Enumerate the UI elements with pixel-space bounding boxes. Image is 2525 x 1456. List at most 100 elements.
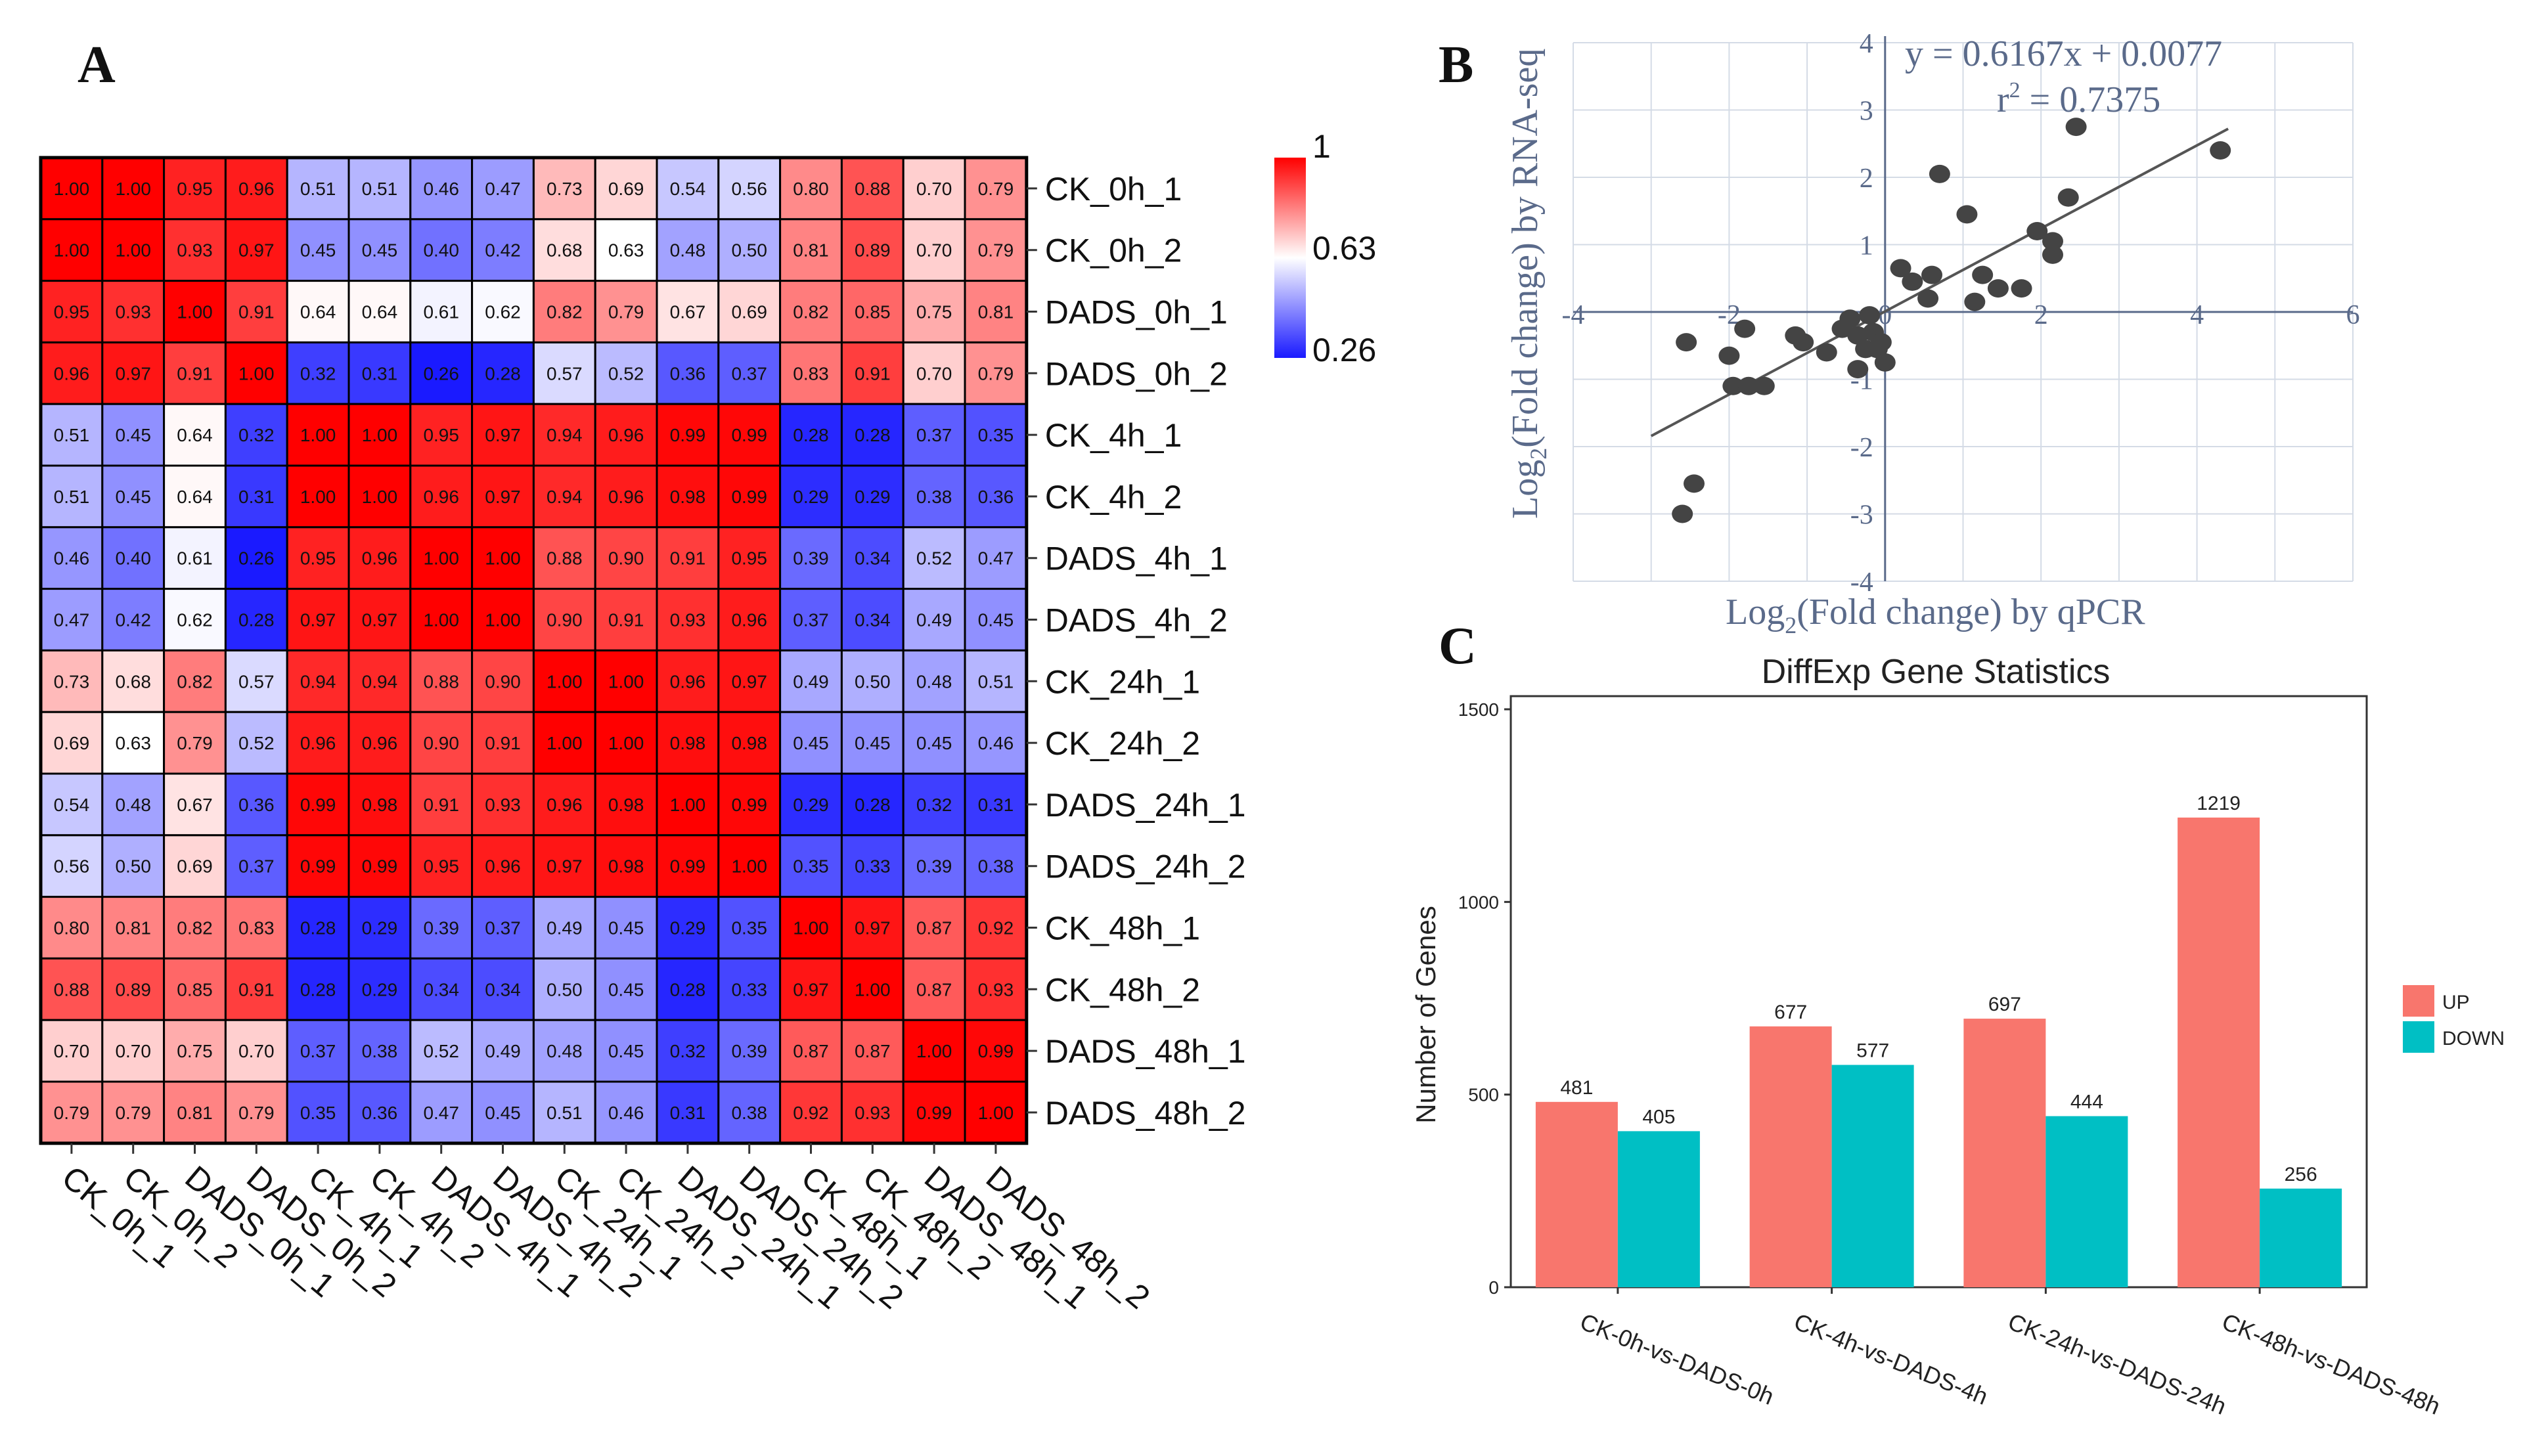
heatmap-cell-value: 0.99 [916, 1103, 952, 1123]
heatmap-cell [101, 896, 166, 960]
heatmap-cell [163, 649, 227, 713]
heatmap-cell-value: 0.87 [916, 918, 952, 938]
heatmap-cell [409, 526, 474, 590]
heatmap-cell [347, 1019, 412, 1083]
heatmap-cell-value: 0.48 [115, 795, 151, 815]
heatmap-cell-value: 0.88 [547, 548, 583, 569]
heatmap-cell-value: 0.48 [670, 240, 706, 261]
heatmap-cell-value: 1.00 [115, 179, 151, 199]
bar-y-tick: 1500 [1458, 699, 1499, 720]
bar-up [1535, 1101, 1618, 1287]
heatmap-cell-value: 0.64 [300, 302, 336, 322]
heatmap-cell-value: 0.33 [731, 979, 767, 1000]
heatmap-cell-value: 0.89 [115, 979, 151, 1000]
scatter-point [1734, 319, 1756, 338]
heatmap-cell-value: 0.42 [485, 240, 521, 261]
scatter-y-tick: 1 [1860, 231, 1873, 261]
heatmap-cell-value: 0.79 [978, 363, 1014, 384]
heatmap-cell-value: 0.50 [547, 979, 583, 1000]
heatmap-cell [163, 957, 227, 1021]
bar-value-label: 677 [1774, 1002, 1807, 1023]
heatmap-row-labels: CK_0h_1 CK_0h_2 DADS_0h_1 DADS_0h_2 CK_4h_1 C… [1026, 171, 1246, 1132]
heatmap-cell [840, 896, 905, 960]
heatmap-cell-value: 1.00 [300, 487, 336, 507]
heatmap-cell-value: 0.79 [177, 733, 213, 753]
heatmap-cell-value: 0.50 [855, 671, 891, 692]
bar-down [2260, 1188, 2342, 1287]
heatmap-cell [347, 218, 412, 282]
heatmap-cell-value: 0.34 [855, 548, 891, 569]
heatmap-cell [39, 711, 104, 775]
heatmap-cell-value: 0.45 [793, 733, 829, 753]
heatmap-cell-value: 0.97 [485, 487, 521, 507]
heatmap-cell-value: 0.96 [608, 425, 644, 445]
heatmap-cell-value: 1.00 [608, 671, 644, 692]
heatmap-cell [224, 649, 288, 713]
scatter-y-tick: 2 [1860, 164, 1873, 194]
heatmap-cell [347, 341, 412, 405]
heatmap-cell [163, 1019, 227, 1083]
heatmap-cell-value: 0.52 [608, 363, 644, 384]
heatmap-cell [286, 896, 350, 960]
heatmap-cell-value: 0.73 [547, 179, 583, 199]
scatter-point [1964, 292, 1986, 311]
heatmap-cell [101, 341, 166, 405]
heatmap-cell [964, 588, 1028, 651]
bar-category-label: CK-24h-vs-DADS-24h [2004, 1308, 2230, 1420]
heatmap-cell-value: 0.51 [362, 179, 398, 199]
bar-value-label: 256 [2285, 1164, 2317, 1185]
heatmap-cell-value: 1.00 [731, 856, 767, 877]
heatmap-cell-value: 0.54 [670, 179, 706, 199]
heatmap-cell-value: 0.38 [731, 1103, 767, 1123]
heatmap-cell [39, 649, 104, 713]
heatmap-cell [902, 1019, 966, 1083]
bar-up [2178, 817, 2260, 1287]
scatter-point [1722, 376, 1744, 395]
heatmap-cell-value: 0.75 [916, 302, 952, 322]
heatmap-cell-value: 0.92 [793, 1103, 829, 1123]
heatmap-cell-value: 0.79 [115, 1103, 151, 1123]
heatmap-cell-value: 1.00 [916, 1041, 952, 1061]
heatmap-cell [471, 1019, 535, 1083]
heatmap-cell-value: 0.32 [238, 425, 275, 445]
heatmap-cell-value: 0.39 [916, 856, 952, 877]
heatmap-cell-value: 0.99 [670, 425, 706, 445]
bar-value-label: 577 [1856, 1040, 1889, 1061]
heatmap-cell [163, 341, 227, 405]
heatmap-cell-value: 0.90 [608, 548, 644, 569]
heatmap-cell-value: 0.67 [177, 795, 213, 815]
heatmap-cell [163, 403, 227, 467]
scatter-point [2042, 245, 2064, 264]
scatter-point [1929, 164, 1950, 183]
heatmap-cell-value: 0.98 [608, 795, 644, 815]
heatmap-cell [163, 218, 227, 282]
heatmap-cell [101, 957, 166, 1021]
heatmap-cell-value: 0.63 [608, 240, 644, 261]
scatter-y-tick: 4 [1860, 29, 1873, 59]
heatmap-cell [594, 896, 658, 960]
heatmap-cell [717, 526, 782, 590]
bar-value-label: 444 [2070, 1092, 2103, 1113]
heatmap-cell-value: 1.00 [115, 240, 151, 261]
heatmap-cell-value: 0.62 [485, 302, 521, 322]
heatmap-cell-value: 0.35 [731, 918, 767, 938]
heatmap-cell-value: 0.85 [855, 302, 891, 322]
heatmap-cell-value: 1.00 [238, 363, 275, 384]
heatmap-cell-value: 0.51 [300, 179, 336, 199]
heatmap-cell-value: 0.39 [793, 548, 829, 569]
heatmap-cell [902, 896, 966, 960]
heatmap: 1.00 1.00 0.95 0.96 0.51 0.51 0.46 0.47 0.73 0.69… [39, 156, 1029, 1145]
heatmap-cell [286, 218, 350, 282]
heatmap-cell-value: 0.38 [916, 487, 952, 507]
heatmap-cell-value: 0.81 [115, 918, 151, 938]
heatmap-cell [163, 588, 227, 651]
heatmap-cell [779, 341, 843, 405]
heatmap-cell-value: 0.81 [793, 240, 829, 261]
heatmap-cell [779, 403, 843, 467]
heatmap-cell-value: 0.48 [916, 671, 952, 692]
panel-c-label: C [1439, 617, 1477, 675]
scatter-y-tick: -3 [1850, 500, 1873, 531]
scatter-point [1847, 360, 1869, 379]
heatmap-cell-value: 0.67 [670, 302, 706, 322]
heatmap-cell [163, 711, 227, 775]
